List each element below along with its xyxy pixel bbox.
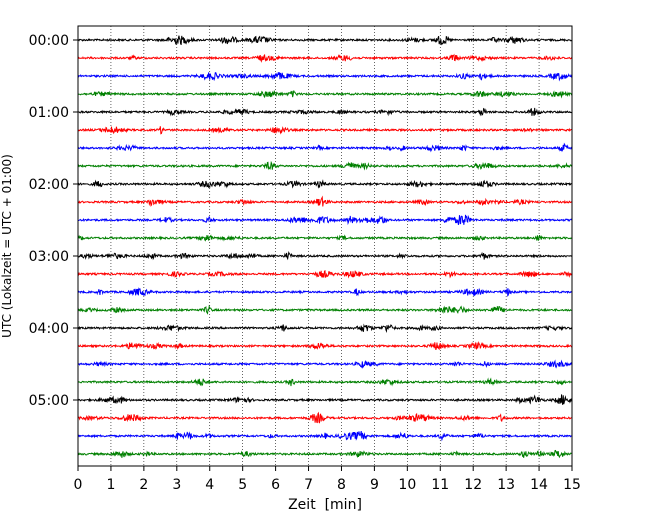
trace-line (77, 411, 573, 424)
x-tick-label: 6 (271, 477, 280, 493)
x-tick-label: 1 (106, 477, 115, 493)
x-axis-title: Zeit [min] (288, 497, 362, 513)
trace-line (77, 377, 573, 387)
trace-line (77, 304, 573, 315)
x-tick-label: 12 (464, 477, 482, 493)
x-axis-ticks: 0 1 2 3 4 5 6 7 8 9 10 11 12 13 14 15 (74, 466, 581, 493)
trace-line (77, 179, 573, 189)
trace-line (77, 250, 573, 261)
trace-line (77, 323, 573, 334)
y-tick-label: 00:00 (29, 33, 69, 49)
trace-line (77, 269, 573, 279)
plot-background (78, 26, 572, 466)
y-tick-label: 05:00 (29, 393, 69, 409)
y-axis-title: UTC (Lokalzeit = UTC + 01:00) (0, 154, 14, 338)
grid-lines (110, 26, 540, 466)
x-tick-label: 8 (337, 477, 346, 493)
trace-line (77, 214, 573, 226)
y-tick-label: 04:00 (29, 321, 69, 337)
x-tick-label: 11 (431, 477, 449, 493)
trace-line (77, 160, 573, 171)
trace-line (77, 449, 573, 459)
x-tick-label: 9 (370, 477, 379, 493)
plot-frame (77, 25, 573, 467)
trace-line (77, 71, 573, 82)
x-tick-label: 2 (139, 477, 148, 493)
trace-line (77, 430, 573, 442)
y-tick-label: 01:00 (29, 105, 69, 121)
trace-line (77, 35, 573, 46)
x-tick-label: 3 (172, 477, 181, 493)
trace-line (77, 234, 573, 242)
trace-line (77, 142, 573, 153)
x-tick-label: 5 (238, 477, 247, 493)
trace-line (77, 107, 573, 117)
y-axis-ticks: 00:00 01:00 02:00 03:00 04:00 05:00 (29, 33, 78, 409)
trace-line (77, 195, 573, 207)
trace-line (77, 126, 573, 135)
trace-line (77, 394, 573, 405)
trace-line (77, 340, 573, 351)
x-tick-label: 0 (74, 477, 83, 493)
x-tick-label: 14 (530, 477, 548, 493)
y-tick-label: 02:00 (29, 177, 69, 193)
trace-line (77, 287, 573, 297)
x-tick-label: 15 (563, 477, 581, 493)
trace-line (77, 53, 573, 63)
y-tick-label: 03:00 (29, 249, 69, 265)
trace-line (77, 359, 573, 369)
trace-line (77, 89, 573, 99)
x-tick-label: 7 (304, 477, 313, 493)
trace-lines (77, 35, 573, 459)
x-tick-label: 4 (205, 477, 214, 493)
x-tick-label: 10 (398, 477, 416, 493)
x-tick-label: 13 (497, 477, 515, 493)
